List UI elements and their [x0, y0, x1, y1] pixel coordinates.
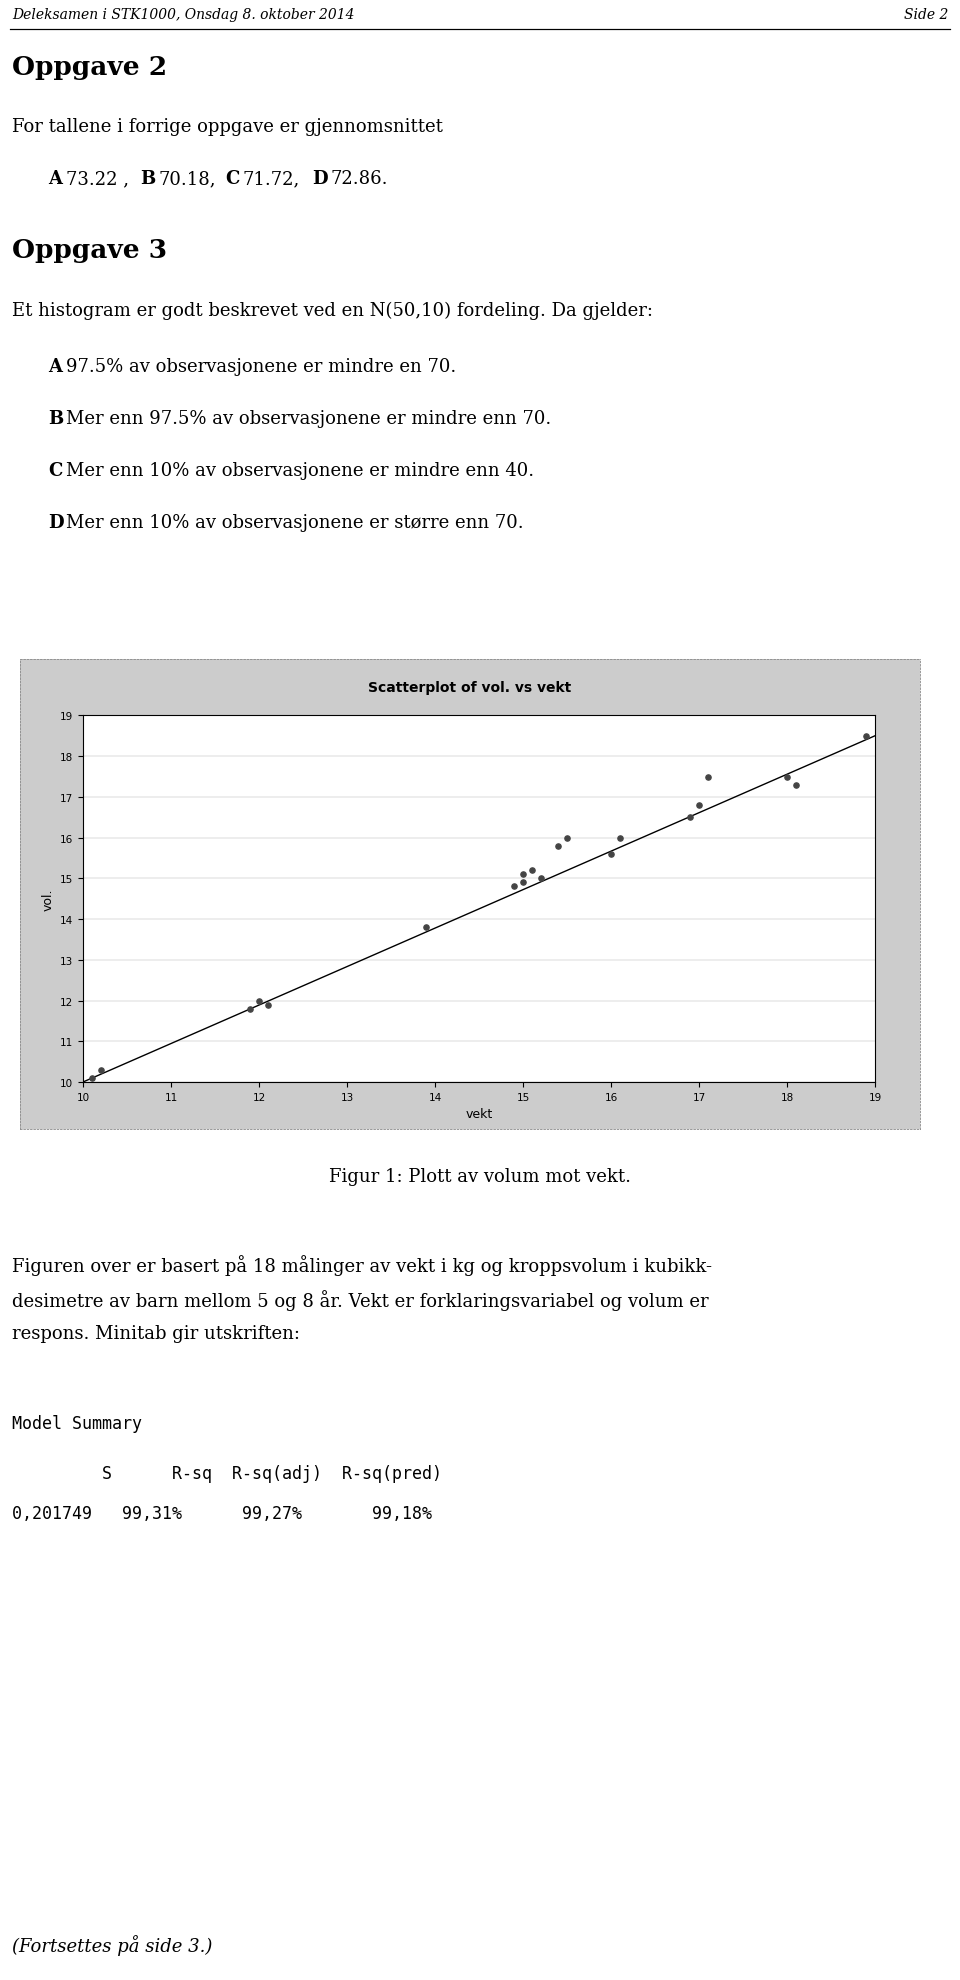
Point	[93, 1055, 108, 1087]
Text: respons. Minitab gir utskriften:: respons. Minitab gir utskriften:	[12, 1325, 300, 1342]
Text: 71.72,: 71.72,	[243, 170, 300, 188]
X-axis label: vekt: vekt	[466, 1107, 492, 1121]
Text: Mer enn 10% av observasjonene er større enn 70.: Mer enn 10% av observasjonene er større …	[66, 513, 523, 533]
Text: C: C	[225, 170, 239, 188]
Point	[524, 855, 540, 887]
Point	[700, 760, 715, 792]
Point	[560, 822, 575, 853]
Point	[533, 863, 548, 895]
Point	[788, 770, 804, 802]
Point	[516, 859, 531, 891]
Point	[260, 990, 276, 1022]
Text: D: D	[48, 513, 63, 533]
Text: S      R-sq  R-sq(adj)  R-sq(pred): S R-sq R-sq(adj) R-sq(pred)	[12, 1465, 442, 1483]
Point	[252, 986, 267, 1018]
Text: 70.18,: 70.18,	[158, 170, 215, 188]
Text: A: A	[48, 170, 62, 188]
Text: Figuren over er basert på 18 målinger av vekt i kg og kroppsvolum i kubikk-: Figuren over er basert på 18 målinger av…	[12, 1255, 712, 1275]
Text: D: D	[312, 170, 327, 188]
Text: B: B	[48, 410, 63, 428]
Point	[84, 1063, 100, 1095]
Text: (Fortsettes på side 3.): (Fortsettes på side 3.)	[12, 1934, 212, 1954]
Text: Oppgave 2: Oppgave 2	[12, 55, 167, 79]
Text: Mer enn 10% av observasjonene er mindre enn 40.: Mer enn 10% av observasjonene er mindre …	[66, 461, 534, 479]
Text: A: A	[48, 358, 62, 376]
Text: B: B	[140, 170, 156, 188]
Text: For tallene i forrige oppgave er gjennomsnittet: For tallene i forrige oppgave er gjennom…	[12, 119, 443, 137]
Point	[507, 871, 522, 903]
Text: C: C	[48, 461, 62, 479]
Point	[419, 913, 434, 944]
Point	[516, 867, 531, 899]
Point	[780, 760, 795, 792]
Point	[243, 994, 258, 1026]
Point	[683, 802, 698, 834]
Text: Deleksamen i STK1000, Onsdag 8. oktober 2014: Deleksamen i STK1000, Onsdag 8. oktober …	[12, 8, 354, 22]
Text: Model Summary: Model Summary	[12, 1414, 142, 1432]
Point	[691, 790, 707, 822]
Point	[858, 721, 874, 752]
Text: Et histogram er godt beskrevet ved en N(50,10) fordeling. Da gjelder:: Et histogram er godt beskrevet ved en N(…	[12, 301, 653, 321]
Point	[550, 830, 565, 861]
Text: Mer enn 97.5% av observasjonene er mindre enn 70.: Mer enn 97.5% av observasjonene er mindr…	[66, 410, 551, 428]
Text: 73.22 ,: 73.22 ,	[66, 170, 129, 188]
Text: 0,201749   99,31%      99,27%       99,18%: 0,201749 99,31% 99,27% 99,18%	[12, 1505, 432, 1523]
Text: Oppgave 3: Oppgave 3	[12, 238, 167, 263]
Point	[603, 840, 618, 871]
Point	[612, 822, 628, 853]
Text: Side 2: Side 2	[903, 8, 948, 22]
Text: 72.86.: 72.86.	[330, 170, 388, 188]
Y-axis label: vol.: vol.	[41, 887, 55, 911]
Text: desimetre av barn mellom 5 og 8 år. Vekt er forklaringsvariabel og volum er: desimetre av barn mellom 5 og 8 år. Vekt…	[12, 1289, 708, 1311]
Text: 97.5% av observasjonene er mindre en 70.: 97.5% av observasjonene er mindre en 70.	[66, 358, 456, 376]
Text: Scatterplot of vol. vs vekt: Scatterplot of vol. vs vekt	[369, 681, 571, 695]
Text: Figur 1: Plott av volum mot vekt.: Figur 1: Plott av volum mot vekt.	[329, 1168, 631, 1186]
